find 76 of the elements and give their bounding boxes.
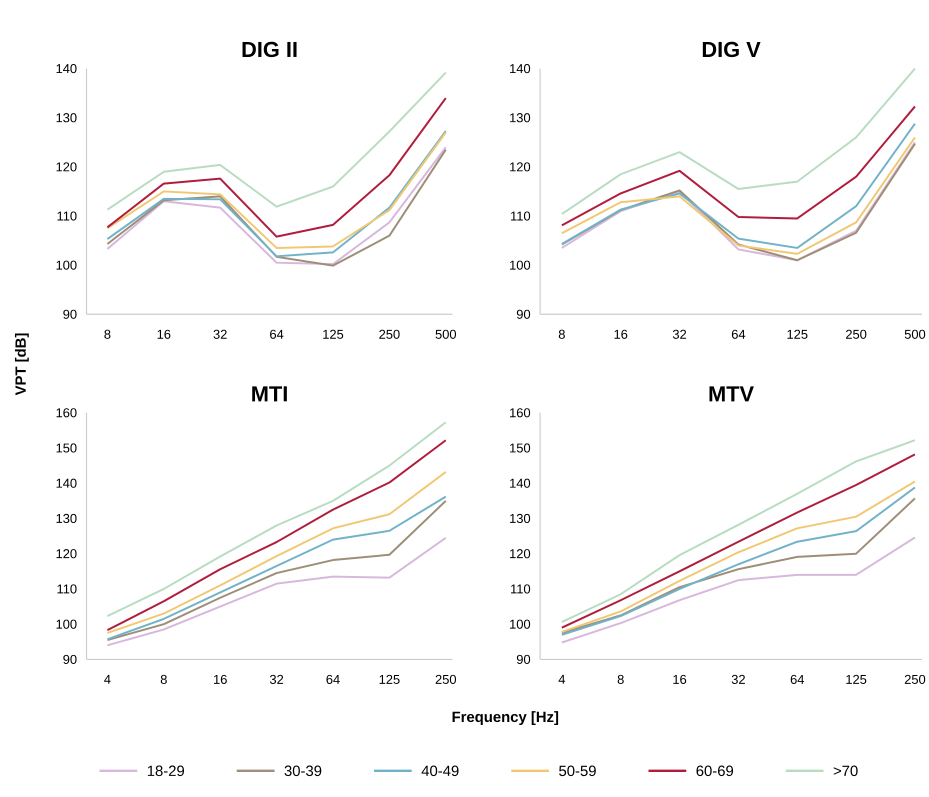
x-tick-label: 4 [104, 675, 111, 684]
y-tick-label: 140 [56, 64, 77, 74]
x-tick-label: 125 [846, 675, 866, 684]
x-tick-label: 32 [214, 330, 227, 339]
line-series [106, 439, 447, 632]
y-tick-label: 100 [510, 620, 530, 629]
x-tick-label: 8 [104, 330, 110, 339]
y-tick-label: 140 [56, 478, 77, 488]
y-tick-label: 160 [510, 408, 530, 418]
y-tick-label: 130 [56, 113, 77, 122]
y-tick-label: 130 [510, 514, 530, 524]
legend-label: 50-59 [559, 766, 596, 776]
line-series [106, 72, 447, 211]
x-tick-label: 250 [436, 675, 456, 684]
y-tick-label: 140 [510, 64, 530, 74]
y-tick-label: 100 [510, 260, 530, 270]
x-tick-label: 64 [270, 330, 284, 339]
x-tick-label: 125 [323, 330, 344, 339]
x-tick-label: 8 [618, 675, 624, 684]
x-tick-label: 8 [160, 675, 167, 684]
chart-title: DIG V [702, 42, 761, 58]
legend-label: 30-39 [284, 766, 322, 776]
y-axis-title: VPT [dB] [14, 334, 29, 396]
x-tick-label: 16 [158, 330, 170, 339]
y-tick-label: 120 [56, 162, 77, 172]
line-series [106, 421, 447, 618]
x-tick-label: 16 [614, 330, 628, 339]
y-tick-label: 120 [510, 549, 530, 558]
y-tick-label: 110 [58, 584, 77, 594]
x-tick-label: 500 [436, 330, 456, 339]
y-tick-label: 120 [56, 549, 77, 558]
x-tick-label: 125 [787, 330, 808, 339]
y-tick-label: 140 [510, 478, 530, 488]
line-series [106, 471, 447, 634]
y-tick-label: 150 [510, 444, 530, 453]
y-tick-label: 150 [56, 444, 77, 453]
chart-title: MTV [710, 386, 754, 402]
x-tick-label: 64 [326, 675, 340, 684]
line-series [560, 68, 916, 216]
y-tick-label: 110 [511, 212, 530, 221]
y-tick-label: 160 [56, 408, 77, 418]
y-tick-label: 90 [516, 310, 530, 319]
x-tick-label: 32 [270, 675, 284, 684]
y-tick-label: 130 [56, 514, 77, 524]
x-tick-label: 16 [673, 675, 686, 684]
x-tick-label: 125 [380, 675, 400, 684]
x-tick-label: 32 [732, 675, 745, 684]
line-series [560, 536, 916, 644]
x-tick-label: 250 [846, 330, 866, 339]
legend-label: 60-69 [696, 766, 734, 776]
y-tick-label: 130 [510, 113, 530, 122]
legend-label: >70 [834, 766, 858, 776]
chart-title: MTI [252, 386, 287, 402]
y-tick-label: 110 [58, 212, 77, 221]
chart-title: DIG II [242, 42, 297, 58]
x-tick-label: 250 [904, 675, 926, 684]
x-tick-label: 64 [732, 330, 746, 339]
legend-label: 18-29 [148, 766, 184, 776]
y-tick-label: 120 [510, 162, 530, 172]
line-series [106, 97, 447, 238]
x-axis-title: Frequency [Hz] [452, 711, 558, 726]
x-tick-label: 500 [904, 330, 926, 339]
y-tick-label: 90 [63, 655, 77, 664]
y-tick-label: 90 [516, 655, 530, 664]
legend-label: 40-49 [422, 766, 459, 776]
y-tick-label: 100 [56, 620, 77, 629]
x-tick-label: 16 [214, 675, 227, 684]
x-tick-label: 64 [790, 675, 804, 684]
line-series [560, 106, 916, 226]
x-tick-label: 32 [672, 330, 686, 339]
x-tick-label: 8 [558, 330, 565, 339]
x-tick-label: 4 [558, 675, 566, 684]
x-tick-label: 250 [379, 330, 400, 339]
y-tick-label: 110 [511, 584, 530, 594]
y-tick-label: 100 [56, 260, 77, 270]
y-tick-label: 90 [63, 310, 77, 319]
